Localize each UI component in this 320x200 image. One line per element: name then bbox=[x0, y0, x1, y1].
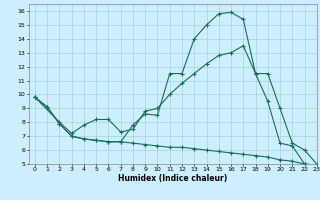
X-axis label: Humidex (Indice chaleur): Humidex (Indice chaleur) bbox=[118, 174, 228, 183]
